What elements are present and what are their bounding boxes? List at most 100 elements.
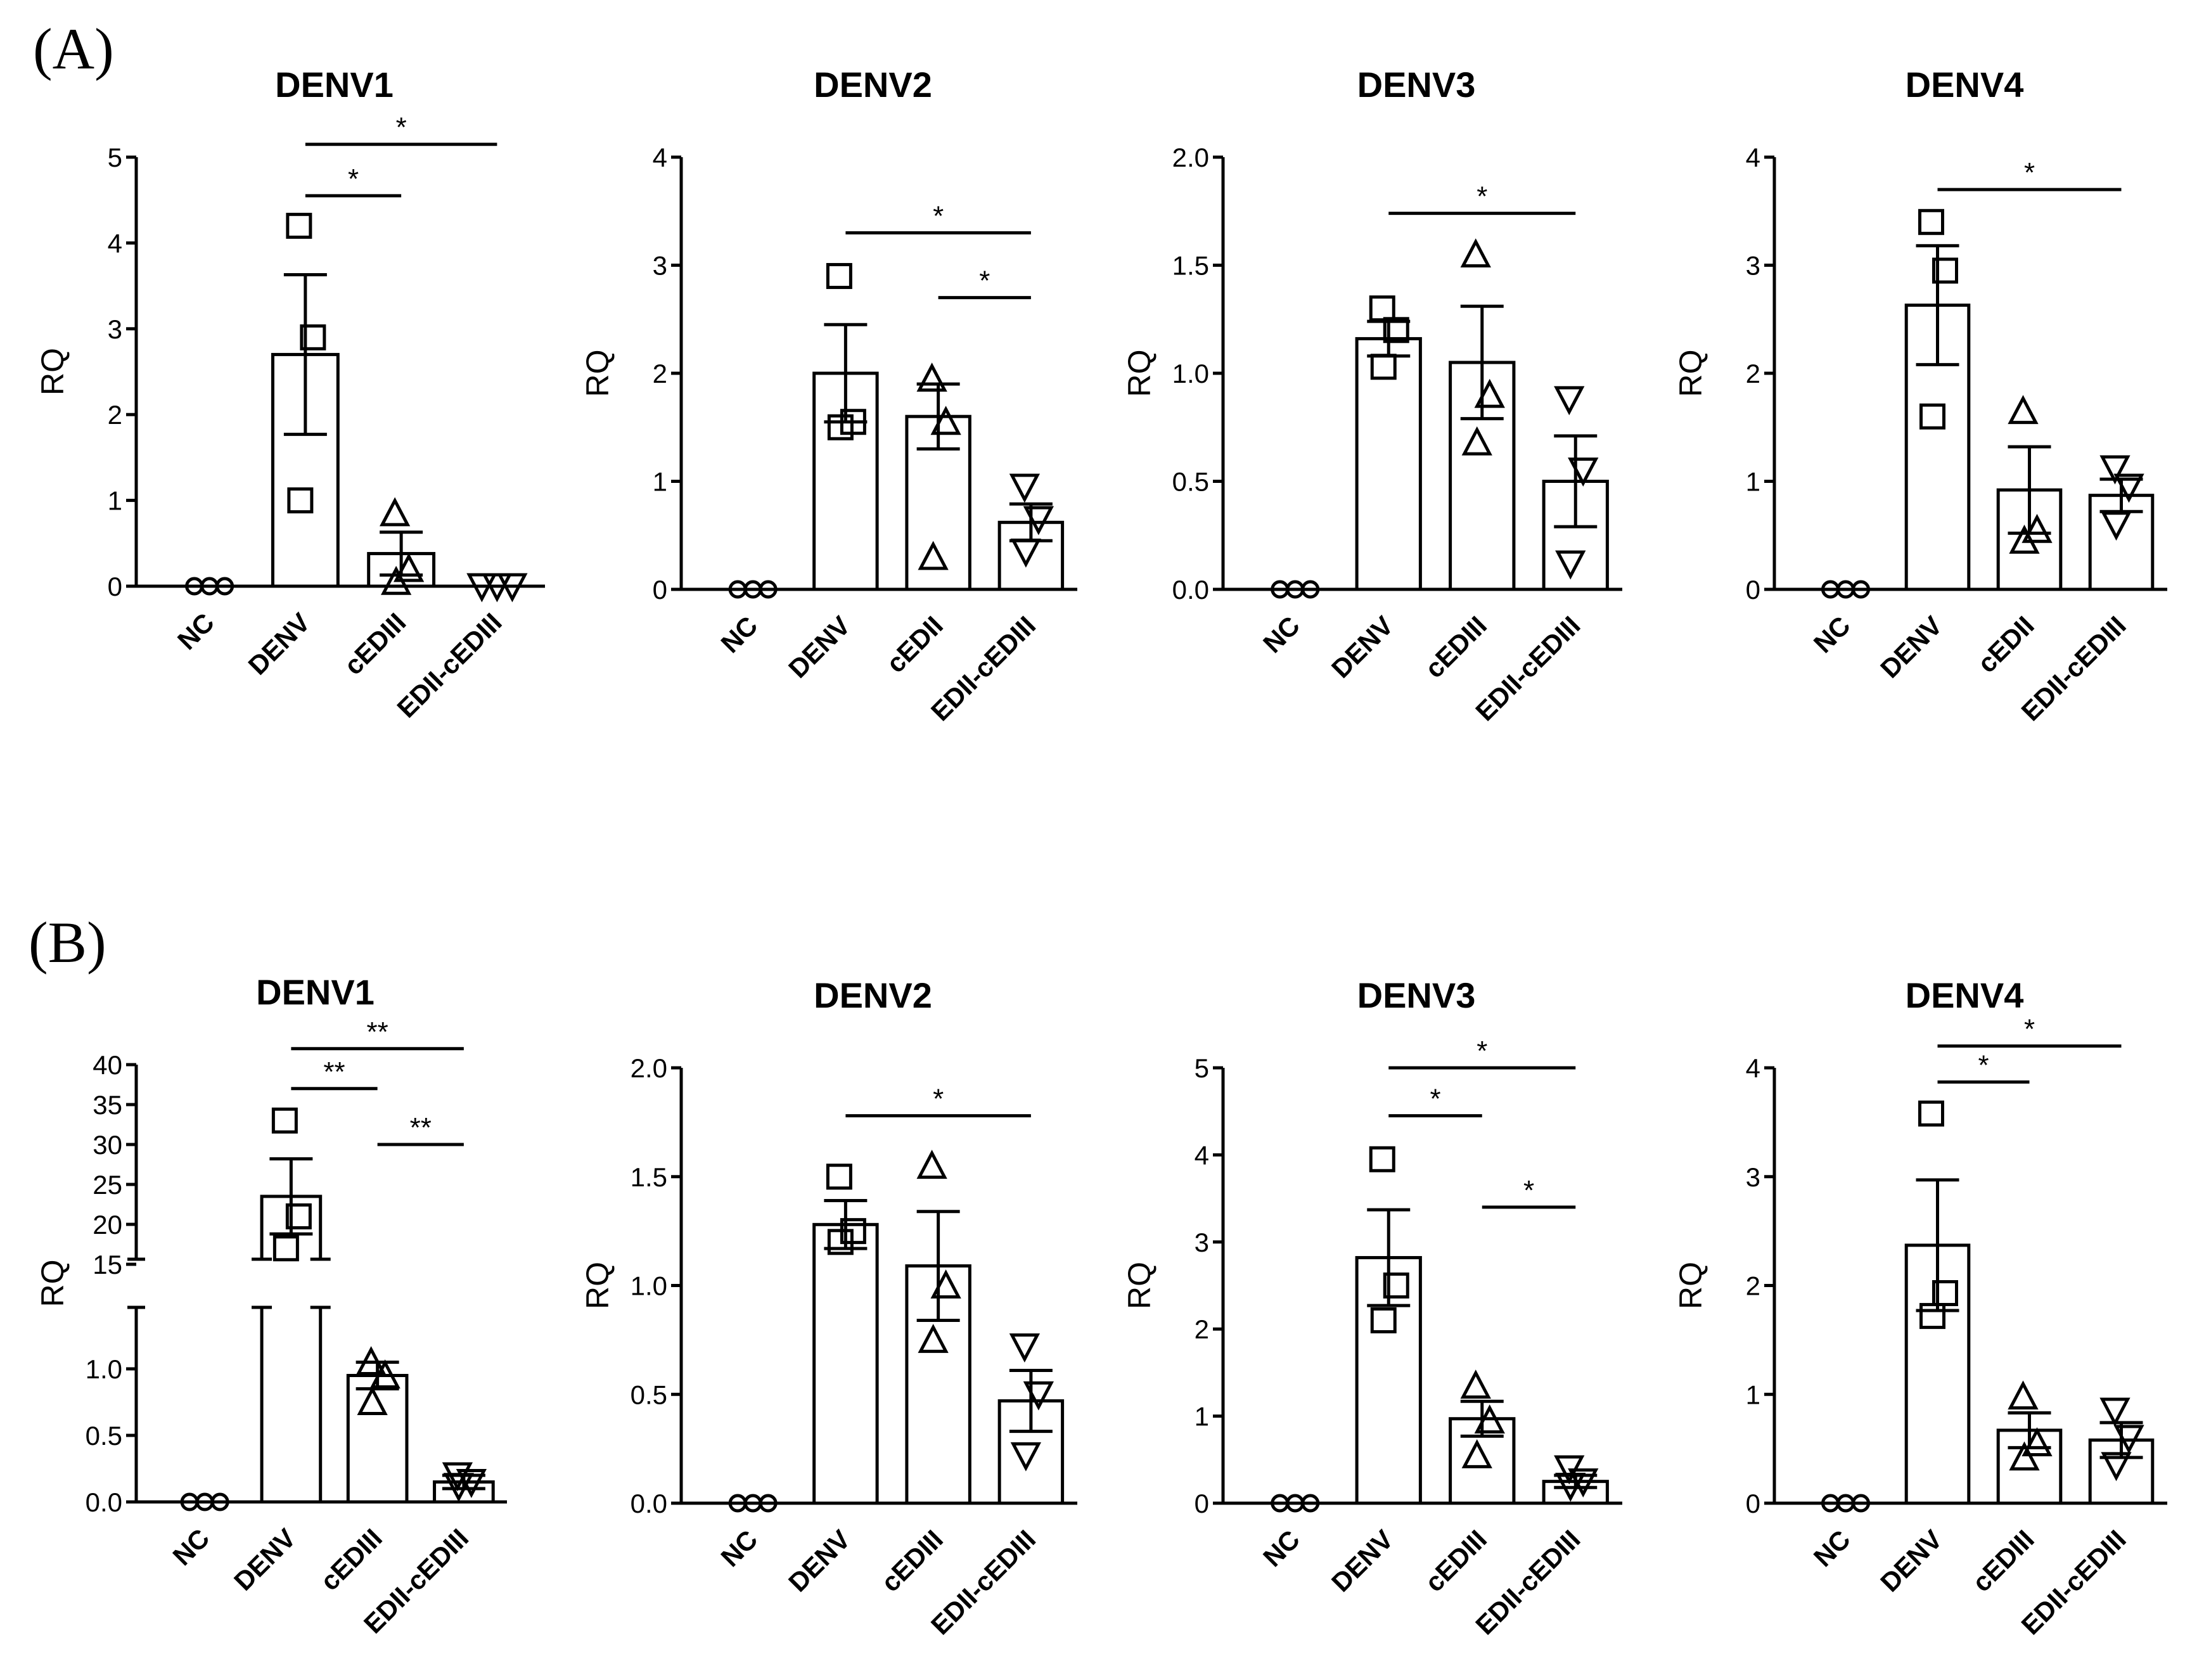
data-point-triangle [1460, 1369, 1491, 1399]
data-point-triangle-down [466, 573, 497, 603]
y-tick-label: 25 [93, 1170, 122, 1200]
y-tick-label: 15 [93, 1250, 122, 1279]
significance-label: * [933, 1084, 944, 1115]
data-point-circle [210, 1492, 229, 1511]
data-point-square [300, 324, 326, 350]
data-point-square [286, 212, 312, 239]
significance-label: * [2024, 157, 2035, 188]
y-tick-label: 5 [1195, 1053, 1209, 1083]
data-point-triangle-down [1568, 457, 1599, 487]
data-point-square [1919, 403, 1945, 430]
data-point-circle [1301, 580, 1320, 599]
y-tick-label: 40 [93, 1050, 122, 1080]
y-tick-label: 35 [93, 1090, 122, 1120]
y-tick-label: 0.5 [86, 1421, 122, 1451]
category-label: cEDIII [875, 1524, 949, 1598]
y-axis-label: RQ [580, 350, 615, 397]
y-axis-label: RQ [1122, 1262, 1157, 1309]
y-tick-label: 0.5 [1172, 467, 1209, 497]
category-label: NC [715, 610, 763, 658]
data-point-triangle [918, 1324, 949, 1353]
y-tick-label: 0.0 [631, 1489, 667, 1518]
chart-title: DENV4 [1906, 975, 2024, 1015]
data-point-triangle-down [2101, 511, 2132, 541]
y-tick-label: 1 [653, 467, 667, 497]
data-point-circle [1852, 1494, 1870, 1513]
y-tick-label: 0.0 [86, 1487, 122, 1517]
data-point-triangle [2009, 1441, 2040, 1471]
data-point-triangle [1474, 1404, 1505, 1433]
data-point-circle [759, 580, 778, 599]
data-point-square [272, 1235, 299, 1262]
data-point-triangle [379, 497, 411, 527]
data-point-triangle [1461, 1439, 1492, 1468]
y-axis-label: RQ [35, 348, 70, 395]
y-tick-label: 0 [1746, 1489, 1760, 1518]
data-point-circle [215, 577, 234, 596]
y-tick-label: 3 [1746, 1162, 1760, 1192]
significance-label: * [2024, 1014, 2035, 1045]
data-point-triangle-down [497, 573, 528, 603]
data-point-triangle-down [2099, 455, 2131, 485]
data-point-square [826, 1164, 852, 1190]
y-tick-label: 2 [108, 400, 122, 430]
data-point-triangle [916, 362, 947, 392]
data-point-circle [1852, 580, 1870, 599]
data-point-triangle-down [456, 1469, 487, 1498]
data-point-square [287, 487, 314, 514]
chart-b-denv1: 0.0 0.5 1.0 15 20 25 30 35 40 DENV1 RQ NC DENV cEDIII… [35, 972, 507, 1639]
y-tick-label: 0.5 [631, 1380, 667, 1409]
y-axis-label: RQ [1122, 350, 1157, 397]
data-point-triangle [380, 565, 412, 595]
data-point-triangle [2008, 1380, 2039, 1410]
y-tick-label: 3 [1195, 1228, 1209, 1257]
data-point-triangle-down [1555, 1473, 1586, 1502]
category-label: EDII-cEDIII [391, 607, 507, 723]
y-tick-label: 3 [1746, 251, 1760, 281]
chart-title: DENV3 [1357, 65, 1476, 105]
chart-title: DENV1 [275, 65, 394, 105]
data-point-triangle-down [1010, 1442, 1042, 1472]
category-label: cEDIII [1966, 1524, 2040, 1598]
category-label: NC [1808, 610, 1856, 658]
category-label: cEDIII [338, 607, 412, 681]
y-tick-label: 4 [1746, 1053, 1760, 1083]
y-tick-label: 20 [93, 1210, 122, 1240]
y-tick-label: 30 [93, 1130, 122, 1160]
bar [1355, 337, 1422, 591]
data-point-triangle-down [2101, 1452, 2132, 1482]
category-label: DENV [1326, 610, 1399, 684]
y-tick-label: 5 [108, 143, 122, 172]
data-point-square [826, 263, 852, 290]
data-point-square [1383, 1273, 1409, 1298]
data-point-square [1369, 1146, 1395, 1172]
y-tick-label: 0 [1746, 575, 1760, 605]
data-point-square [1932, 257, 1958, 284]
data-point-triangle-down [1009, 473, 1041, 503]
data-point-square [1918, 208, 1944, 235]
data-point-triangle [1461, 426, 1492, 456]
data-point-triangle [2022, 1427, 2053, 1457]
data-point-square [827, 414, 854, 440]
data-point-circle [1301, 1494, 1320, 1513]
category-label: DENV [1874, 610, 1948, 684]
category-label: NC [172, 607, 220, 655]
y-tick-label: 4 [108, 228, 122, 258]
data-point-triangle-down [1568, 1468, 1599, 1498]
category-label: cEDIII [1419, 1524, 1492, 1598]
panel-label-a: (A) [33, 16, 114, 81]
data-point-triangle-down [2099, 1397, 2131, 1427]
y-tick-label: 2 [1746, 359, 1760, 388]
y-axis-label: RQ [1673, 1262, 1708, 1309]
chart-title: DENV3 [1357, 975, 1476, 1015]
bar [346, 1374, 409, 1504]
y-axis-label: RQ [580, 1262, 615, 1309]
category-label: DENV [783, 610, 856, 684]
y-tick-label: 0 [653, 575, 667, 605]
y-tick-label: 1 [1195, 1402, 1209, 1432]
y-tick-label: 1.5 [1172, 251, 1209, 281]
